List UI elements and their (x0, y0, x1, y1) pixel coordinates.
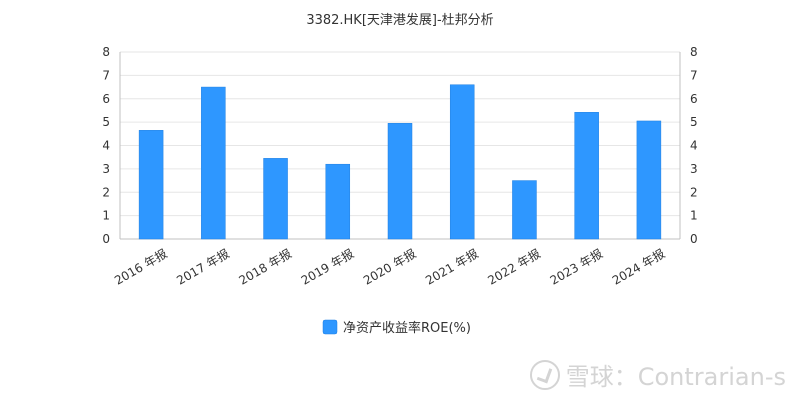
watermark: 雪球：Contrarian-s (529, 357, 786, 392)
bar[interactable] (387, 123, 413, 240)
x-tick-label: 2021 年报 (423, 246, 481, 288)
bar[interactable] (512, 180, 537, 240)
y-tick-label: 5 (102, 115, 110, 129)
bar[interactable] (263, 158, 288, 240)
right-y-tick-label: 7 (690, 68, 698, 82)
bar[interactable] (449, 84, 475, 240)
legend-label: 净资产收益率ROE(%) (343, 320, 471, 336)
y-tick-label: 0 (102, 232, 110, 246)
x-tick-label: 2023 年报 (547, 246, 605, 288)
right-y-axis: 0 1 2 3 4 5 6 7 8 (679, 45, 698, 246)
right-y-tick-label: 6 (690, 92, 698, 106)
y-tick-label: 3 (102, 162, 110, 176)
bar[interactable] (138, 130, 164, 240)
right-y-tick-label: 4 (690, 139, 698, 153)
right-y-tick-label: 2 (690, 185, 698, 199)
y-tick-label: 1 (102, 209, 110, 223)
x-tick-label: 2018 年报 (236, 246, 294, 288)
legend[interactable]: 净资产收益率ROE(%) (322, 319, 471, 336)
y-tick-label: 6 (102, 92, 110, 106)
y-tick-label: 7 (102, 68, 110, 82)
y-tick-label: 4 (102, 139, 110, 153)
bar[interactable] (325, 163, 351, 240)
x-tick-label: 2022 年报 (485, 246, 543, 288)
chart-title: 3382.HK[天津港发展]-杜邦分析 (306, 12, 493, 28)
bar[interactable] (201, 86, 226, 240)
right-y-tick-label: 8 (690, 45, 698, 59)
watermark-text: 雪球：Contrarian-s (565, 363, 786, 391)
bar[interactable] (636, 120, 662, 240)
bar[interactable] (574, 112, 599, 240)
left-y-axis: 0 1 2 3 4 5 6 7 8 (102, 45, 121, 246)
right-y-tick-label: 3 (690, 162, 698, 176)
x-tick-label: 2017 年报 (174, 246, 232, 288)
x-tick-label: 2024 年报 (609, 246, 667, 288)
x-axis-labels: 2016 年报 2017 年报 2018 年报 2019 年报 2020 年报 2021 … (112, 246, 668, 288)
snowball-logo-icon (529, 359, 560, 390)
x-tick-label: 2019 年报 (298, 246, 356, 288)
x-tick-label: 2020 年报 (360, 246, 418, 288)
right-y-tick-label: 5 (690, 115, 698, 129)
y-tick-label: 2 (102, 185, 110, 199)
x-tick-label: 2016 年报 (112, 246, 170, 288)
right-y-tick-label: 0 (690, 232, 698, 246)
legend-swatch (322, 319, 338, 335)
bars (138, 84, 662, 240)
right-y-tick-label: 1 (690, 209, 698, 223)
y-tick-label: 8 (102, 45, 110, 59)
